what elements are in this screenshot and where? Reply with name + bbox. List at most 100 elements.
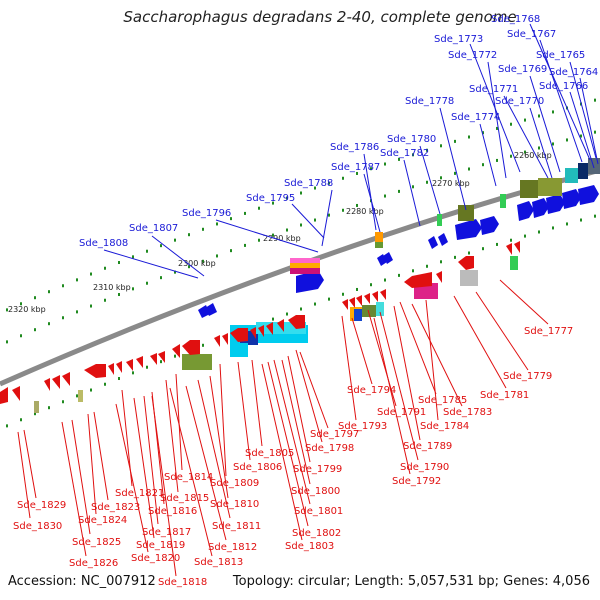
kbp-tick	[580, 134, 582, 138]
kbp-label-2260: 2260 kbp	[514, 151, 552, 160]
kbp-tick	[482, 131, 484, 135]
kbp-tick	[384, 162, 386, 166]
kbp-tick	[286, 196, 288, 200]
callout-line	[299, 351, 329, 429]
kbp-tick	[272, 233, 274, 237]
kbp-tick	[300, 223, 302, 227]
kbp-tick	[412, 269, 414, 273]
kbp-tick	[594, 130, 596, 134]
gene-label-sde-1817: Sde_1817	[142, 527, 191, 538]
kbp-tick	[412, 185, 414, 189]
kbp-tick	[496, 126, 498, 130]
annotation-block	[437, 214, 442, 226]
gene-label-sde-1823: Sde_1823	[91, 502, 140, 513]
kbp-tick	[524, 150, 526, 154]
callout-line	[503, 95, 549, 179]
gene-label-sde-1801: Sde_1801	[294, 506, 343, 517]
callout-line	[379, 311, 419, 461]
callout-line	[393, 305, 421, 441]
reverse-gene-arrow	[150, 353, 157, 365]
callout-line	[17, 431, 31, 519]
annotation-block	[290, 268, 320, 274]
kbp-tick	[510, 154, 512, 158]
kbp-tick	[244, 211, 246, 215]
kbp-label-2280: 2280 kbp	[346, 207, 384, 216]
kbp-tick	[160, 276, 162, 280]
kbp-tick	[552, 142, 554, 146]
reverse-gene-arrow	[62, 372, 70, 386]
kbp-tick	[426, 180, 428, 184]
gene-label-sde-1816: Sde_1816	[148, 506, 197, 517]
callout-line	[487, 61, 507, 179]
kbp-tick	[356, 287, 358, 291]
callout-line	[23, 429, 37, 499]
kbp-tick	[272, 317, 274, 321]
reverse-gene-arrow	[158, 351, 165, 363]
reverse-gene-arrow	[116, 361, 122, 373]
kbp-tick	[314, 218, 316, 222]
callout-line	[133, 397, 155, 539]
callout-line	[291, 203, 325, 239]
callout-line	[143, 395, 159, 525]
kbp-tick	[76, 278, 78, 282]
annotation-block	[510, 256, 518, 270]
reverse-gene-arrow	[372, 291, 378, 302]
annotation-block	[565, 168, 578, 183]
reverse-gene-arrow	[356, 295, 362, 306]
map-title: Saccharophagus degradans 2-40, complete …	[123, 8, 517, 26]
gene-label-sde-1772: Sde_1772	[448, 50, 497, 61]
callout-line	[351, 317, 373, 385]
callout-line	[219, 363, 227, 477]
reverse-gene-callouts	[17, 279, 549, 577]
kbp-tick	[314, 302, 316, 306]
gene-label-sde-1787: Sde_1787	[331, 162, 380, 173]
annotation-block	[290, 263, 320, 268]
forward-gene-arrow	[517, 201, 534, 221]
kbp-tick	[174, 270, 176, 274]
kbp-tick	[174, 238, 176, 242]
kbp-tick	[454, 171, 456, 175]
gene-label-sde-1784: Sde_1784	[420, 421, 469, 432]
gene-label-sde-1792: Sde_1792	[392, 476, 441, 487]
kbp-tick	[6, 424, 8, 428]
gene-label-sde-1795: Sde_1795	[246, 193, 295, 204]
kbp-tick	[34, 328, 36, 332]
gene-label-sde-1805: Sde_1805	[245, 448, 294, 459]
annotation-block	[182, 354, 212, 370]
forward-gene-arrow	[383, 252, 393, 264]
annotation-block	[538, 178, 562, 196]
genome-summary: Topology: circular; Length: 5,057,531 bp…	[232, 574, 590, 589]
gene-label-sde-1780: Sde_1780	[387, 134, 436, 145]
kbp-tick	[62, 316, 64, 320]
gene-label-sde-1789: Sde_1789	[403, 441, 452, 452]
callout-line	[215, 219, 319, 253]
callout-line	[539, 39, 583, 163]
callout-line	[579, 77, 599, 165]
kbp-tick	[496, 242, 498, 246]
kbp-tick	[538, 230, 540, 234]
reverse-gene-arrow	[172, 344, 180, 358]
gene-label-sde-1790: Sde_1790	[400, 462, 449, 473]
reverse-gene-arrow	[126, 359, 133, 371]
kbp-tick	[426, 148, 428, 152]
gene-label-sde-1766: Sde_1766	[539, 81, 588, 92]
kbp-tick	[342, 292, 344, 296]
callout-line	[399, 301, 437, 395]
gene-label-sde-1830: Sde_1830	[13, 521, 62, 532]
kbp-tick	[202, 227, 204, 231]
gene-label-sde-1773: Sde_1773	[434, 34, 483, 45]
kbp-tick	[328, 297, 330, 301]
forward-genes	[198, 185, 599, 318]
callout-line	[251, 359, 263, 447]
gene-label-sde-1810: Sde_1810	[210, 499, 259, 510]
gene-label-sde-1818: Sde_1818	[158, 577, 207, 588]
gene-label-sde-1820: Sde_1820	[131, 553, 180, 564]
callout-line	[273, 359, 311, 505]
callout-line	[71, 419, 91, 535]
gene-label-sde-1800: Sde_1800	[291, 486, 340, 497]
kbp-tick	[580, 218, 582, 222]
gene-label-sde-1815: Sde_1815	[160, 493, 209, 504]
gene-label-sde-1814: Sde_1814	[164, 472, 213, 483]
forward-gene-arrow	[438, 233, 448, 246]
